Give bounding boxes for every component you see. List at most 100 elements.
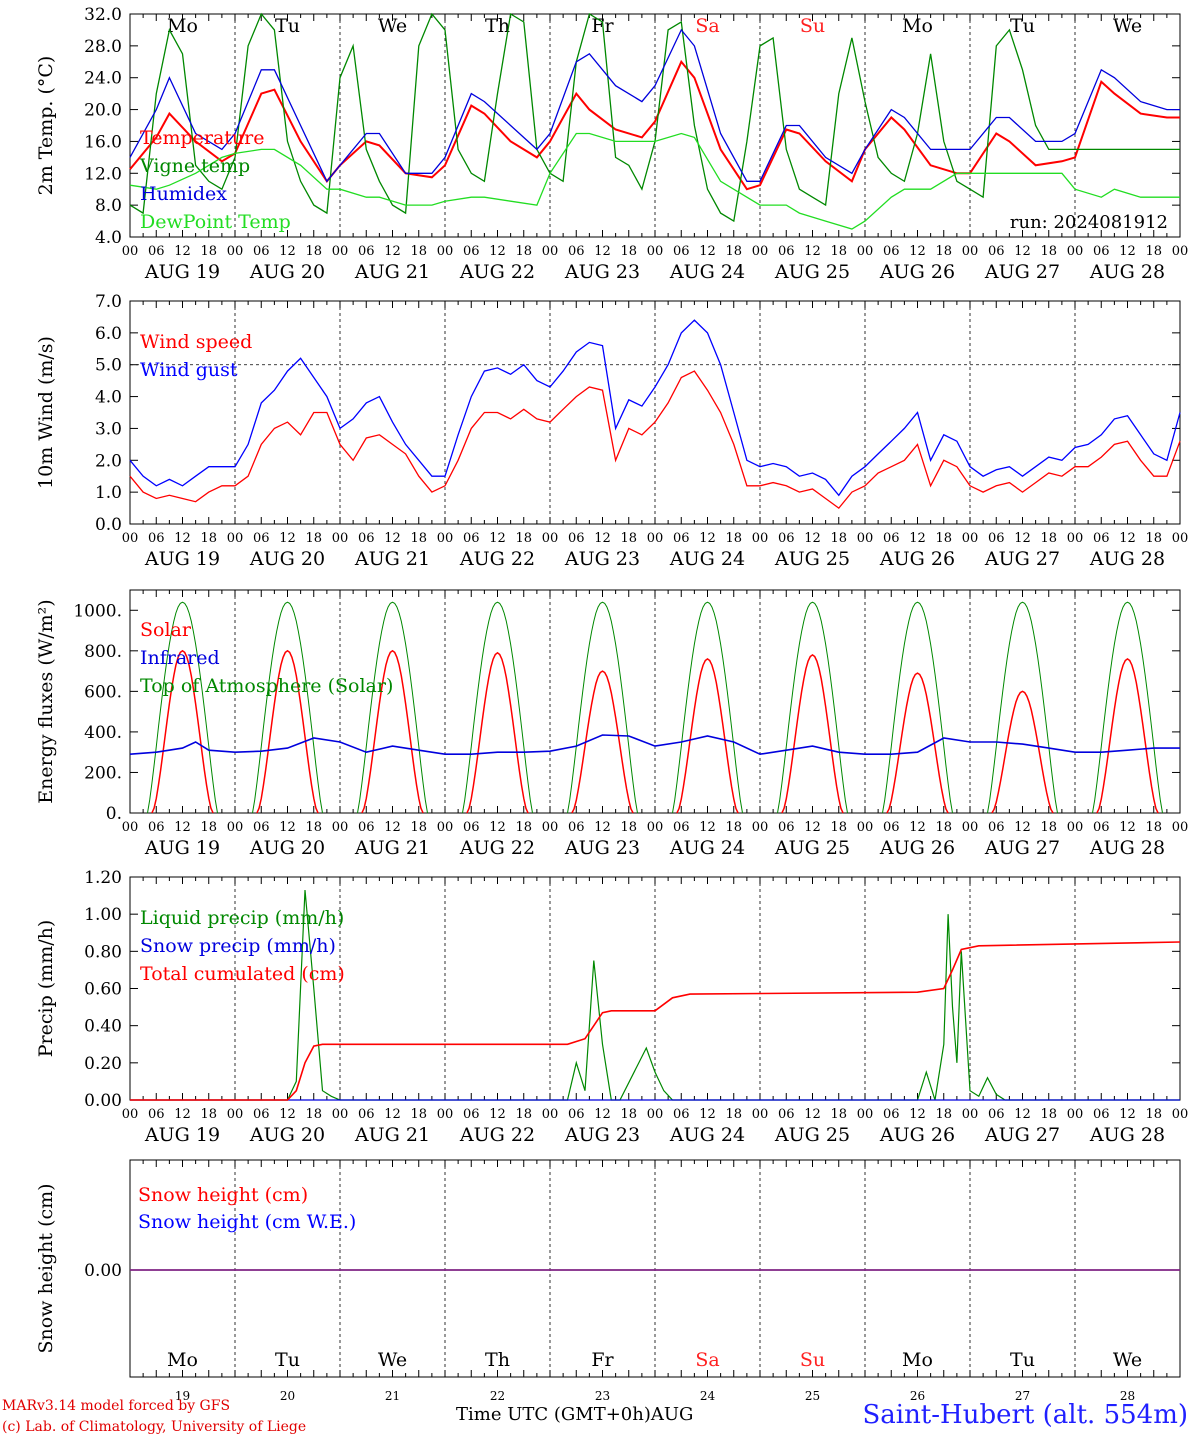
hour-tick-label: 12 (279, 244, 296, 259)
weekday-label-top: Sa (695, 15, 719, 37)
y-tick-label: 0.0 (95, 515, 122, 535)
y-tick-label: 6.0 (95, 324, 122, 344)
weekday-label-top: Tu (275, 15, 300, 37)
hour-tick-label: 18 (410, 244, 427, 259)
hour-tick-label: 00 (1067, 820, 1084, 835)
toa-solar-line (147, 601, 218, 814)
hour-tick-label: 18 (200, 820, 217, 835)
legend-entry: Infrared (140, 647, 220, 669)
day-number: 25 (805, 1389, 820, 1403)
hour-tick-label: 12 (1014, 244, 1031, 259)
hour-tick-label: 00 (647, 820, 664, 835)
date-label: AUG 25 (774, 548, 850, 570)
toa-solar-line (567, 601, 638, 814)
hour-tick-label: 12 (1014, 820, 1031, 835)
hour-tick-label: 06 (148, 244, 165, 259)
hour-tick-label: 06 (358, 820, 375, 835)
date-label: AUG 25 (774, 1124, 850, 1146)
weekday-label-top: Tu (1010, 15, 1035, 37)
hour-tick-label: 06 (673, 1107, 690, 1122)
hour-tick-label: 12 (594, 244, 611, 259)
toa-solar-line (987, 601, 1058, 814)
hour-tick-label: 00 (122, 531, 139, 546)
hour-tick-label: 00 (227, 531, 244, 546)
hour-tick-label: 18 (935, 820, 952, 835)
hour-tick-label: 06 (673, 244, 690, 259)
hour-tick-label: 06 (253, 244, 270, 259)
panel-frame (129, 589, 1181, 814)
hour-tick-label: 00 (332, 820, 349, 835)
hour-tick-label: 18 (1145, 820, 1162, 835)
hour-tick-label: 12 (174, 244, 191, 259)
hour-tick-label: 00 (962, 244, 979, 259)
month-label: AUG (650, 1404, 694, 1425)
legend-entry: Total cumulated (cm) (140, 963, 345, 985)
hour-tick-label: 18 (410, 531, 427, 546)
station-name: Saint-Hubert (alt. 554m) (862, 1400, 1188, 1430)
y-tick-label: 12.0 (84, 164, 122, 184)
hour-tick-label: 06 (778, 1107, 795, 1122)
hour-tick-label: 06 (253, 1107, 270, 1122)
weekday-label-top: Mo (167, 15, 198, 37)
hour-tick-label: 00 (122, 1107, 139, 1122)
hour-tick-label: 18 (1040, 244, 1057, 259)
y-tick-label: 400. (84, 723, 122, 743)
date-label: AUG 23 (564, 1124, 640, 1146)
hour-tick-label: 18 (1040, 1107, 1057, 1122)
hour-tick-label: 06 (778, 244, 795, 259)
y-tick-label: 1.00 (84, 905, 122, 925)
y-tick-label: 4.0 (95, 388, 122, 408)
hour-tick-label: 06 (673, 531, 690, 546)
hour-tick-label: 06 (568, 244, 585, 259)
hour-tick-label: 12 (1119, 820, 1136, 835)
solar-line (991, 690, 1054, 814)
hour-tick-label: 00 (542, 531, 559, 546)
weekday-label-bottom: Mo (167, 1349, 198, 1371)
hour-tick-label: 12 (489, 820, 506, 835)
hour-tick-label: 12 (1119, 531, 1136, 546)
weekday-label-bottom: We (378, 1349, 407, 1371)
date-label: AUG 21 (354, 1124, 430, 1146)
hour-tick-label: 06 (358, 244, 375, 259)
hour-tick-label: 12 (699, 531, 716, 546)
hour-tick-label: 12 (1119, 1107, 1136, 1122)
weekday-label-top: We (1113, 15, 1142, 37)
date-label: AUG 22 (459, 1124, 535, 1146)
model-credit: MARv3.14 model forced by GFS (2, 1398, 231, 1414)
hour-tick-label: 06 (778, 820, 795, 835)
hour-tick-label: 12 (1119, 244, 1136, 259)
solar-line (361, 649, 424, 814)
hour-tick-label: 06 (988, 1107, 1005, 1122)
solar-line (781, 653, 844, 814)
y-tick-label: 200. (84, 763, 122, 783)
weekday-label-bottom: Sa (695, 1349, 719, 1371)
hour-tick-label: 12 (699, 820, 716, 835)
hour-tick-label: 06 (358, 531, 375, 546)
y-tick-label: 0. (106, 804, 122, 824)
hour-tick-label: 18 (200, 531, 217, 546)
day-number: 28 (1120, 1389, 1135, 1403)
hour-tick-label: 06 (1093, 1107, 1110, 1122)
hour-tick-label: 12 (489, 244, 506, 259)
hour-tick-label: 18 (305, 531, 322, 546)
solar-line (466, 651, 529, 814)
hour-tick-label: 06 (1093, 531, 1110, 546)
day-number: 23 (595, 1389, 610, 1403)
hour-tick-label: 12 (594, 820, 611, 835)
date-label: AUG 23 (564, 837, 640, 859)
hour-tick-label: 06 (883, 1107, 900, 1122)
hour-tick-label: 00 (122, 244, 139, 259)
y-tick-label: 4.0 (95, 228, 122, 248)
y-tick-label: 20.0 (84, 101, 122, 121)
y-tick-label: 24.0 (84, 69, 122, 89)
y-tick-label: 2.0 (95, 451, 122, 471)
hour-tick-label: 12 (909, 1107, 926, 1122)
hour-tick-label: 18 (935, 1107, 952, 1122)
y-tick-label: 7.0 (95, 292, 122, 312)
hour-tick-label: 00 (542, 244, 559, 259)
legend-entry: Liquid precip (mm/h) (140, 907, 344, 929)
day-number: 20 (280, 1389, 295, 1403)
hour-tick-label: 18 (410, 1107, 427, 1122)
legend-entry: Snow height (cm) (138, 1184, 308, 1206)
